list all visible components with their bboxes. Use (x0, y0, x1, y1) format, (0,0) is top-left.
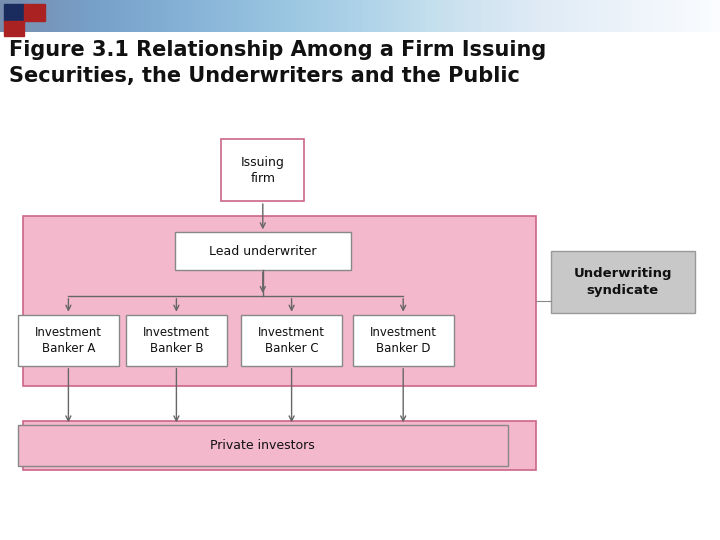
Text: Private investors: Private investors (210, 439, 315, 452)
Text: Investment
Banker D: Investment Banker D (369, 326, 437, 355)
Bar (18, 314, 119, 366)
Bar (174, 232, 351, 270)
Bar (126, 314, 227, 366)
Text: Figure 3.1 Relationship Among a Firm Issuing
Securities, the Underwriters and th: Figure 3.1 Relationship Among a Firm Iss… (9, 40, 546, 86)
Text: Investment
Banker C: Investment Banker C (258, 326, 325, 355)
Text: Lead underwriter: Lead underwriter (209, 245, 317, 258)
Text: Investment
Banker B: Investment Banker B (143, 326, 210, 355)
Text: Investment
Banker A: Investment Banker A (35, 326, 102, 355)
Bar (353, 314, 454, 366)
Bar (551, 251, 695, 313)
Bar (241, 314, 342, 366)
Bar (4, 4, 24, 21)
Bar (4, 21, 24, 36)
Text: Underwriting
syndicate: Underwriting syndicate (574, 267, 672, 297)
Bar (23, 216, 536, 386)
Text: Issuing
firm: Issuing firm (241, 156, 284, 185)
Bar (222, 139, 304, 201)
Bar (23, 421, 536, 470)
Bar (24, 4, 45, 21)
Bar (18, 426, 508, 465)
